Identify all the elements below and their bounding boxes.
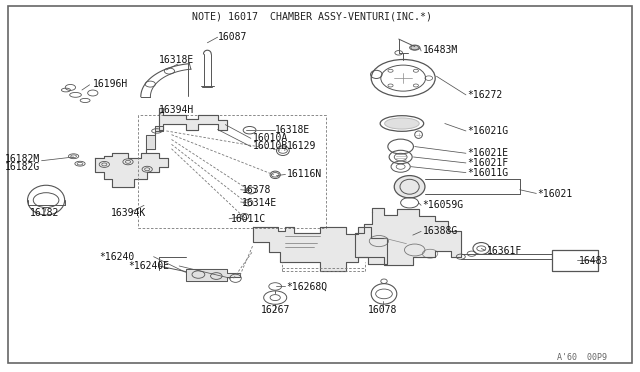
Text: 16388G: 16388G [422,227,458,236]
Text: 16318E: 16318E [159,55,194,64]
Text: 16182: 16182 [30,208,60,218]
Text: 16116N: 16116N [287,169,322,179]
Text: 16011C: 16011C [230,215,266,224]
Text: 16182M: 16182M [5,154,40,164]
Text: 16378: 16378 [242,186,271,195]
Text: *16240: *16240 [99,252,134,262]
Polygon shape [186,269,240,281]
Text: *16268Q: *16268Q [287,282,328,292]
Text: A'60  00P9: A'60 00P9 [557,353,607,362]
Text: 16361F: 16361F [486,246,522,256]
Ellipse shape [385,118,419,129]
Ellipse shape [394,176,425,198]
Text: *16011G: *16011G [467,168,508,177]
Text: *16021: *16021 [538,189,573,199]
Text: 16087: 16087 [218,32,247,42]
Text: 16010B: 16010B [253,141,288,151]
Text: 16318E: 16318E [275,125,310,135]
Polygon shape [355,208,461,265]
Text: 16394H: 16394H [159,105,194,115]
Text: 16196H: 16196H [93,79,128,89]
Text: 16078: 16078 [368,305,397,314]
Polygon shape [253,227,387,271]
Text: NOTE) 16017  CHAMBER ASSY-VENTURI(INC.*): NOTE) 16017 CHAMBER ASSY-VENTURI(INC.*) [192,12,432,22]
Text: 16129: 16129 [287,141,316,151]
Polygon shape [159,108,227,130]
Text: 16182G: 16182G [5,162,40,171]
Text: *16059G: *16059G [422,201,463,210]
Text: *16021E: *16021E [467,148,508,158]
Text: 16314E: 16314E [242,198,277,208]
Text: 16483: 16483 [579,256,609,266]
Text: 16267: 16267 [260,305,290,314]
Text: *16021F: *16021F [467,158,508,168]
Bar [552,250,598,271]
Text: *16021G: *16021G [467,126,508,136]
Text: 16483M: 16483M [422,45,458,55]
Text: *16240E: *16240E [128,261,169,271]
Polygon shape [146,126,163,153]
Polygon shape [95,153,168,187]
Text: *16272: *16272 [467,90,502,100]
Ellipse shape [410,45,420,50]
Text: 16394K: 16394K [110,208,146,218]
Text: 16010A: 16010A [253,133,288,142]
